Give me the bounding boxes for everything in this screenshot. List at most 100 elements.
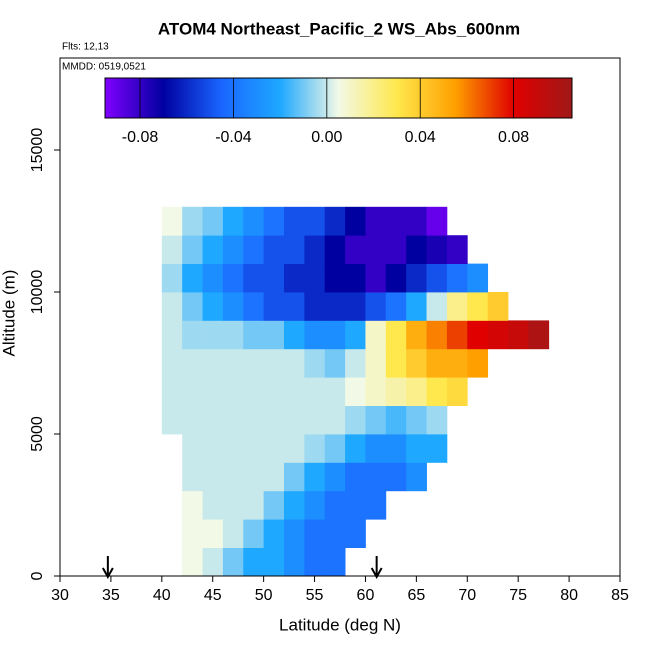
x-tick-label: 70	[458, 587, 476, 604]
heat-cell	[182, 377, 203, 407]
heat-cell	[202, 263, 224, 293]
heat-cell	[202, 547, 224, 577]
heat-cell	[304, 320, 326, 350]
heat-cell	[222, 434, 244, 463]
heat-cell	[243, 519, 265, 549]
heat-cell	[222, 490, 244, 520]
heat-cell	[222, 320, 244, 350]
heat-cell	[304, 405, 326, 435]
heat-cell	[182, 320, 203, 350]
heat-cell	[222, 462, 244, 492]
heat-cell	[324, 235, 346, 265]
heat-cell	[385, 462, 407, 492]
heat-cell	[365, 320, 387, 350]
heat-cell	[467, 292, 489, 321]
heat-cell	[243, 462, 265, 492]
heat-cell	[202, 348, 224, 378]
heat-cell	[345, 490, 366, 520]
heat-cell	[284, 547, 305, 577]
heat-cell	[406, 292, 427, 321]
heat-cell	[446, 348, 468, 378]
heat-cell	[385, 434, 407, 463]
heat-cell	[446, 263, 468, 293]
heat-cell	[426, 292, 448, 321]
arrow-head	[101, 567, 114, 580]
x-tick-label: 75	[509, 587, 527, 604]
heat-cell	[487, 320, 509, 350]
x-tick-label: 45	[204, 587, 222, 604]
heat-cell	[202, 292, 224, 321]
heat-cell	[304, 206, 326, 236]
heat-cell	[243, 490, 265, 520]
heat-cell	[202, 405, 224, 435]
heat-cell	[222, 206, 244, 236]
y-axis-label: Altitude (m)	[0, 270, 18, 357]
heat-cell	[426, 377, 448, 407]
heat-cell	[385, 206, 407, 236]
heat-cell	[345, 405, 366, 435]
heat-cell	[222, 405, 244, 435]
heat-cell	[161, 377, 183, 407]
heat-cell	[385, 263, 407, 293]
heat-cell	[324, 263, 346, 293]
x-tick-label: 35	[102, 587, 120, 604]
heat-cell	[365, 377, 387, 407]
colorbar-tick-label: 0.08	[498, 129, 529, 146]
heat-cell	[385, 377, 407, 407]
heat-cell	[263, 235, 285, 265]
x-tick-label: 60	[357, 587, 375, 604]
y-tick-label: 10000	[29, 270, 46, 315]
heat-cell	[406, 263, 427, 293]
heat-cell	[284, 320, 305, 350]
heat-cell	[385, 320, 407, 350]
heat-cell	[161, 320, 183, 350]
heat-cell	[222, 547, 244, 577]
colorbar	[104, 77, 573, 119]
heat-cell	[161, 292, 183, 321]
heat-cell	[202, 206, 224, 236]
heat-cell	[202, 320, 224, 350]
heat-cell	[487, 292, 509, 321]
heat-cell	[243, 206, 265, 236]
heat-cell	[202, 490, 224, 520]
colorbar-tick-label: -0.08	[122, 129, 159, 146]
x-tick-label: 80	[560, 587, 578, 604]
heat-cell	[243, 320, 265, 350]
heat-cell	[365, 405, 387, 435]
heat-cell	[304, 348, 326, 378]
heat-cell	[202, 434, 224, 463]
heat-cell	[446, 235, 468, 265]
heat-cell	[426, 348, 448, 378]
heat-cell	[406, 348, 427, 378]
heat-cell	[243, 235, 265, 265]
heat-cell	[426, 434, 448, 463]
heat-cell	[324, 519, 346, 549]
heat-cell	[365, 434, 387, 463]
y-tick-label: 0	[29, 571, 46, 580]
x-tick-label: 50	[255, 587, 273, 604]
heat-cell	[446, 320, 468, 350]
arrow	[101, 556, 114, 580]
heat-cell	[467, 320, 489, 350]
heat-cell	[284, 292, 305, 321]
heat-cell	[222, 292, 244, 321]
heat-cell	[385, 235, 407, 265]
heat-cell	[263, 462, 285, 492]
heat-cell	[324, 206, 346, 236]
x-tick-label: 40	[153, 587, 171, 604]
heat-cell	[284, 434, 305, 463]
heat-cell	[284, 462, 305, 492]
heat-cell	[345, 377, 366, 407]
heat-cell	[243, 292, 265, 321]
heat-cell	[263, 519, 285, 549]
heat-cell	[243, 377, 265, 407]
heat-cell	[426, 320, 448, 350]
heat-cell	[263, 405, 285, 435]
heat-cell	[345, 348, 366, 378]
heat-cell	[324, 377, 346, 407]
heat-cell	[243, 434, 265, 463]
heat-cell	[365, 235, 387, 265]
heat-cell	[182, 263, 203, 293]
colorbar-tick-label: 0.00	[311, 129, 342, 146]
